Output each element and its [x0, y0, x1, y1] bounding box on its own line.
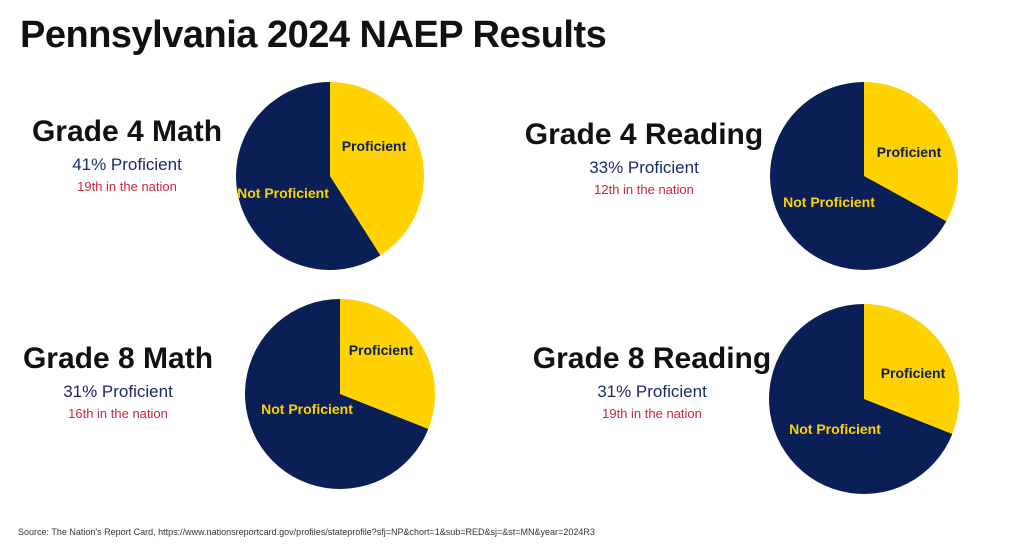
panel-label-grade4-reading: Grade 4 Reading 33% Proficient 12th in t…	[524, 116, 764, 200]
panel-label-grade4-math: Grade 4 Math 41% Proficient 19th in the …	[27, 113, 227, 197]
page-title: Pennsylvania 2024 NAEP Results	[20, 14, 607, 56]
slice-label-not-proficient: Not Proficient	[783, 194, 875, 210]
national-rank: 12th in the nation	[594, 182, 694, 197]
proficient-stat: 33% Proficient	[589, 158, 699, 177]
slice-label-not-proficient: Not Proficient	[789, 421, 881, 437]
chart-title: Grade 8 Math	[22, 342, 214, 375]
national-rank: 19th in the nation	[602, 406, 702, 421]
slice-label-proficient: Proficient	[881, 365, 946, 381]
source-note: Source: The Nation's Report Card, https:…	[18, 527, 595, 537]
pie-slice-proficient	[330, 82, 424, 256]
slice-label-not-proficient: Not Proficient	[237, 185, 329, 201]
pie-slice-proficient	[864, 304, 960, 434]
pie-slice-not-proficient	[245, 299, 429, 489]
slice-label-proficient: Proficient	[349, 342, 414, 358]
pie-slice-not-proficient	[235, 82, 381, 271]
slice-label-proficient: Proficient	[342, 138, 407, 154]
national-rank: 16th in the nation	[68, 406, 168, 421]
panel-label-grade8-reading: Grade 8 Reading 31% Proficient 19th in t…	[532, 340, 772, 424]
chart-title: Grade 8 Reading	[532, 342, 772, 375]
pie-slice-proficient	[340, 299, 436, 429]
pie-slice-not-proficient	[769, 303, 953, 494]
national-rank: 19th in the nation	[77, 179, 177, 194]
chart-title: Grade 4 Reading	[524, 118, 764, 151]
proficient-stat: 31% Proficient	[597, 382, 707, 401]
pie-slice-not-proficient	[770, 82, 947, 270]
chart-title: Grade 4 Math	[31, 115, 223, 148]
proficient-stat: 41% Proficient	[72, 155, 182, 174]
pie-slice-proficient	[864, 82, 958, 222]
panel-label-grade8-math: Grade 8 Math 31% Proficient 16th in the …	[18, 340, 218, 424]
proficient-stat: 31% Proficient	[63, 382, 173, 401]
slice-label-not-proficient: Not Proficient	[261, 401, 353, 417]
slice-label-proficient: Proficient	[877, 144, 942, 160]
